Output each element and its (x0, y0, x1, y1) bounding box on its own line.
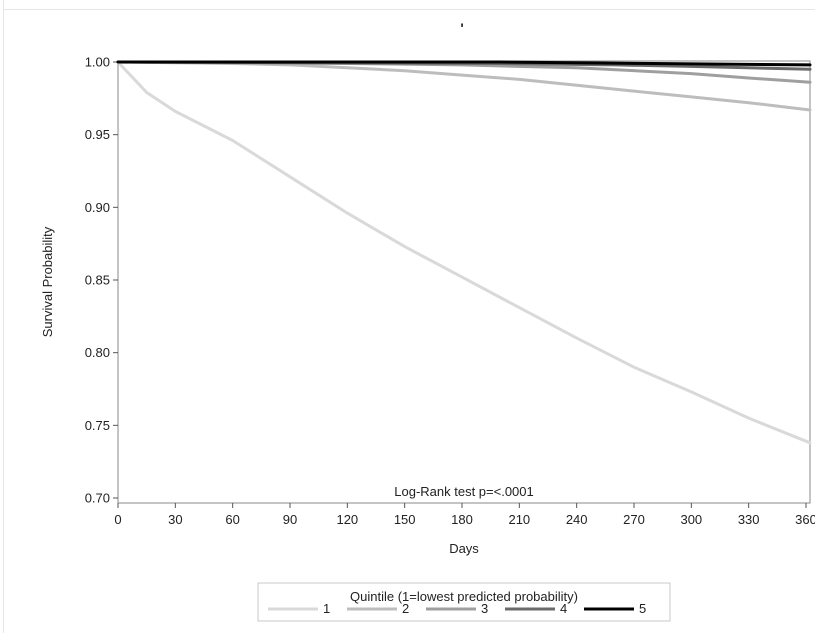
legend-label-3: 3 (481, 601, 488, 616)
x-tick-label: 30 (168, 512, 182, 527)
y-tick-label: 0.85 (85, 273, 110, 288)
legend-items: 1 2 3 4 5 (268, 601, 646, 616)
legend-title: Quintile (1=lowest predicted probability… (350, 589, 578, 604)
legend (257, 582, 671, 622)
x-tick-label: 0 (114, 512, 121, 527)
x-tick-label: 150 (394, 512, 416, 527)
y-tick-label: 0.90 (85, 200, 110, 215)
x-tick-label: 360 (795, 512, 815, 527)
x-axis: 0 30 60 90 120 150 180 210 240 270 300 330 360 (114, 503, 815, 527)
x-tick-label: 270 (623, 512, 645, 527)
y-tick-label: 0.70 (85, 491, 110, 506)
legend-label-2: 2 (402, 601, 409, 616)
series-line-2 (116, 60, 812, 112)
x-tick-label: 120 (336, 512, 358, 527)
legend-label-5: 5 (639, 601, 646, 616)
y-axis: 0.70 0.75 0.80 0.85 0.90 0.95 1.00 (85, 55, 118, 506)
series-line-5 (116, 60, 812, 67)
frame-border-left (3, 0, 4, 633)
x-tick-label: 300 (680, 512, 702, 527)
logrank-annotation: Log-Rank test p=<.0001 (394, 484, 534, 499)
chart-title: ' (460, 20, 463, 36)
x-tick-label: 60 (225, 512, 239, 527)
x-tick-label: 330 (738, 512, 760, 527)
series-layer (116, 60, 812, 445)
y-axis-label: Survival Probability (40, 226, 55, 337)
legend-label-1: 1 (323, 601, 330, 616)
x-axis-label: Days (449, 541, 479, 556)
y-tick-label: 0.75 (85, 418, 110, 433)
legend-label-4: 4 (560, 601, 567, 616)
x-tick-label: 180 (451, 512, 473, 527)
frame-border-top (3, 9, 815, 10)
x-tick-label: 240 (566, 512, 588, 527)
y-tick-label: 1.00 (85, 55, 110, 70)
x-tick-label: 210 (508, 512, 530, 527)
y-tick-label: 0.95 (85, 127, 110, 142)
plot-area (117, 60, 811, 504)
series-line-1 (116, 60, 812, 445)
x-tick-label: 90 (283, 512, 297, 527)
y-tick-label: 0.80 (85, 345, 110, 360)
